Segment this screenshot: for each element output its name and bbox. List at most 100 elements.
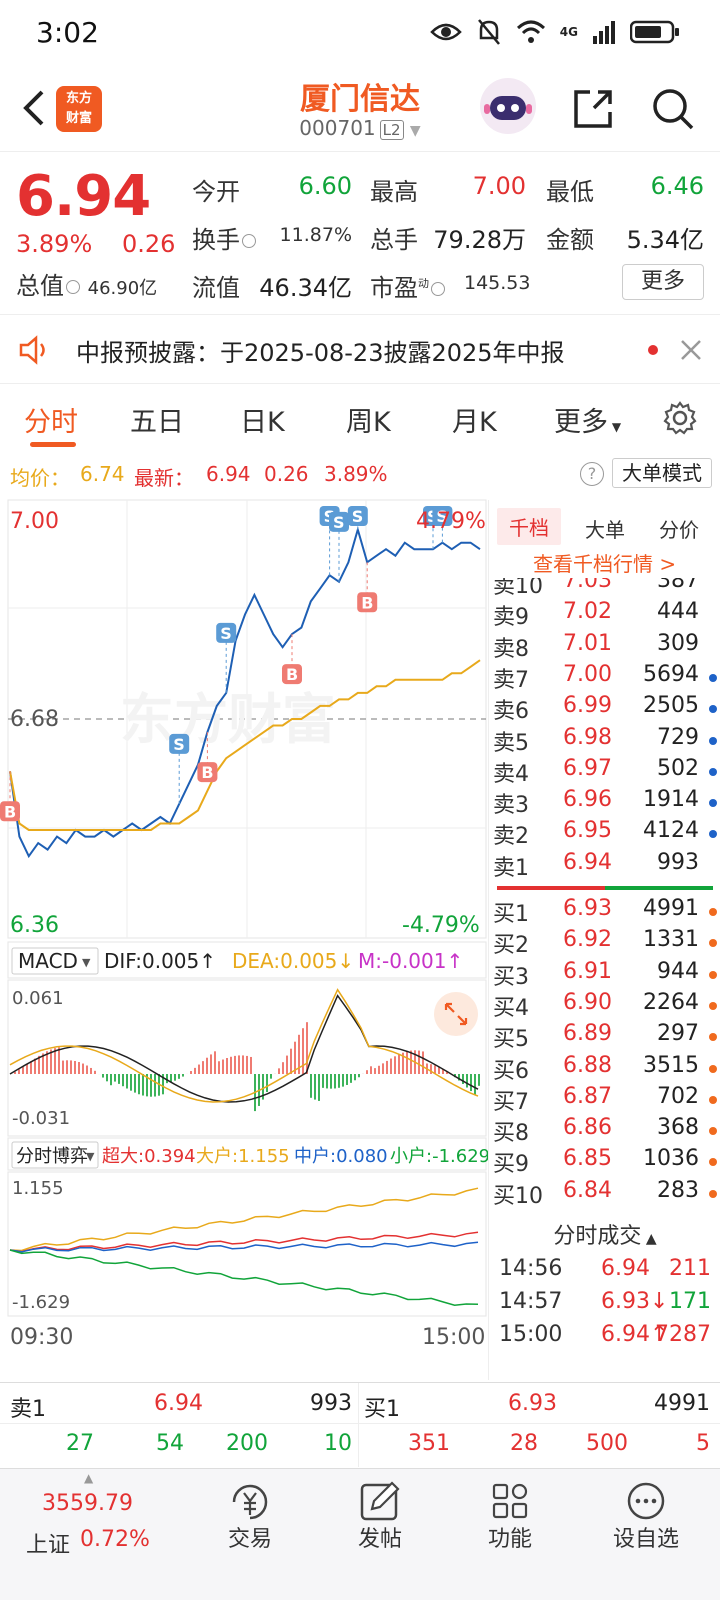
nav-trade[interactable]: 交易 <box>200 1469 300 1600</box>
macd-bar <box>422 1051 424 1074</box>
order-level: 卖1 <box>493 855 529 881</box>
order-dot <box>709 830 717 839</box>
mid-text: 中户:0.080 <box>294 1146 388 1167</box>
sell-marker[interactable] <box>329 511 349 532</box>
info-icon[interactable] <box>431 282 445 296</box>
close-icon[interactable] <box>680 339 702 361</box>
order-row[interactable]: 卖3 6.96 1914 <box>489 787 720 818</box>
buy-marker[interactable] <box>0 801 20 822</box>
expand-icon[interactable] <box>434 992 478 1036</box>
info-icon[interactable] <box>66 280 80 294</box>
order-row[interactable]: 买3 6.91 944 <box>489 959 720 990</box>
macd-selector[interactable] <box>11 947 99 975</box>
high-label: 最高 <box>370 178 418 206</box>
tab-daily-k[interactable]: 日K <box>240 407 285 438</box>
tab-intraday[interactable]: 分时 <box>24 407 78 438</box>
order-price: 6.92 <box>563 927 612 953</box>
macd-bar <box>190 1071 192 1074</box>
order-row[interactable]: 买1 6.93 4991 <box>489 896 720 927</box>
order-row[interactable]: 买2 6.92 1331 <box>489 927 720 958</box>
order-price: 6.94 <box>563 849 612 875</box>
order-row[interactable]: 卖10 7.03 387 <box>489 578 720 599</box>
stock-code-row[interactable]: 000701 L2 ▼ <box>0 116 720 140</box>
flow-selector[interactable] <box>11 1141 99 1169</box>
trades-header[interactable]: 分时成交 ▲ <box>553 1224 657 1249</box>
order-level: 卖7 <box>493 667 529 693</box>
macd-bar <box>354 1074 356 1081</box>
order-price: 6.98 <box>563 724 612 750</box>
trade-price: 6.93↓ <box>601 1289 669 1314</box>
caret-up-icon: ▲ <box>84 1471 94 1485</box>
help-icon[interactable]: ? <box>580 462 604 486</box>
tab-monthly-k[interactable]: 月K <box>452 407 497 438</box>
macd-bar <box>430 1064 432 1074</box>
tab-five-day[interactable]: 五日 <box>130 407 184 438</box>
dea-line <box>9 988 479 1103</box>
stock-name[interactable]: 厦门信达 <box>300 82 420 117</box>
buy-marker[interactable] <box>197 762 218 783</box>
amount-value: 5.34亿 <box>626 226 704 254</box>
back-arrow-icon[interactable] <box>16 86 52 130</box>
tab-depth[interactable]: 千档 <box>497 508 561 545</box>
order-row[interactable]: 买7 6.87 702 <box>489 1084 720 1115</box>
order-row[interactable]: 卖6 6.99 2505 <box>489 693 720 724</box>
macd-bar <box>214 1051 216 1074</box>
intraday-chart[interactable]: 东方财富 BSBSBSSBSSS 7.00 4.79% 6.68 6.36 -4… <box>0 498 488 1378</box>
order-row[interactable]: 买10 6.84 283 <box>489 1178 720 1209</box>
tab-more[interactable]: 更多 ▼ <box>554 407 622 438</box>
order-row[interactable]: 买4 6.90 2264 <box>489 990 720 1021</box>
sell-marker[interactable] <box>169 733 190 754</box>
order-row[interactable]: 卖7 7.00 5694 <box>489 662 720 693</box>
nav-post[interactable]: 发帖 <box>330 1469 430 1600</box>
search-icon[interactable] <box>650 86 696 132</box>
info-icon[interactable] <box>242 234 256 248</box>
order-volume: 729 <box>657 724 699 750</box>
order-book-panel: 千档 大单 分价 查看千档行情 > 卖10 7.03 387 卖9 7.02 444 卖8 7… <box>488 500 720 1380</box>
tab-weekly-k[interactable]: 周K <box>346 407 391 438</box>
float-label: 流值 <box>192 274 240 302</box>
gear-icon[interactable] <box>662 400 698 436</box>
order-price: 7.02 <box>563 599 612 625</box>
order-row[interactable]: 卖4 6.97 502 <box>489 756 720 787</box>
tab-price-dist[interactable]: 分价 <box>659 518 699 542</box>
order-row[interactable]: 卖5 6.98 729 <box>489 725 720 756</box>
order-row[interactable]: 卖8 7.01 309 <box>489 631 720 662</box>
macd-bar <box>66 1060 68 1074</box>
robot-assistant-icon[interactable] <box>480 78 536 134</box>
order-row[interactable]: 卖2 6.95 4124 <box>489 818 720 849</box>
order-level: 买7 <box>493 1089 529 1115</box>
nav-watchlist[interactable]: 设自选 <box>596 1469 696 1600</box>
order-row[interactable]: 卖1 6.94 993 <box>489 850 720 881</box>
notice-bar[interactable]: 中报预披露：于2025-08-23披露2025年中报 <box>0 314 720 384</box>
buy-marker[interactable] <box>357 592 378 613</box>
macd-bar <box>110 1074 112 1086</box>
order-row[interactable]: 买8 6.86 368 <box>489 1115 720 1146</box>
order-price: 6.91 <box>563 958 612 984</box>
macd-bar <box>166 1074 168 1084</box>
macd-bar <box>306 1022 308 1074</box>
nav-functions[interactable]: 功能 <box>460 1469 560 1600</box>
order-price: 6.88 <box>563 1052 612 1078</box>
big-order-mode-button[interactable]: 大单模式 <box>612 458 712 488</box>
signal-icon <box>593 21 615 44</box>
view-depth-link[interactable]: 查看千档行情 > <box>533 552 677 576</box>
order-price: 6.90 <box>563 989 612 1015</box>
order-row[interactable]: 买5 6.89 297 <box>489 1021 720 1052</box>
tab-big-orders[interactable]: 大单 <box>585 518 625 542</box>
macd-bar <box>418 1050 420 1074</box>
index-ticker[interactable]: ▲ 3559.79 上证 0.72% <box>0 1469 150 1600</box>
order-dot <box>709 1001 717 1010</box>
more-button[interactable]: 更多 <box>622 264 704 300</box>
sell-marker[interactable] <box>432 506 453 526</box>
order-row[interactable]: 买6 6.88 3515 <box>489 1053 720 1084</box>
order-dot <box>709 908 717 916</box>
order-row[interactable]: 买9 6.85 1036 <box>489 1146 720 1177</box>
unread-dot <box>648 345 658 355</box>
turnover-label: 换手 <box>192 220 256 255</box>
order-row[interactable]: 卖9 7.02 444 <box>489 599 720 630</box>
sell-marker[interactable] <box>216 622 237 643</box>
macd-bar <box>182 1074 184 1077</box>
share-icon[interactable] <box>570 86 616 132</box>
sell-marker[interactable] <box>347 506 368 526</box>
buy-marker[interactable] <box>282 664 302 685</box>
